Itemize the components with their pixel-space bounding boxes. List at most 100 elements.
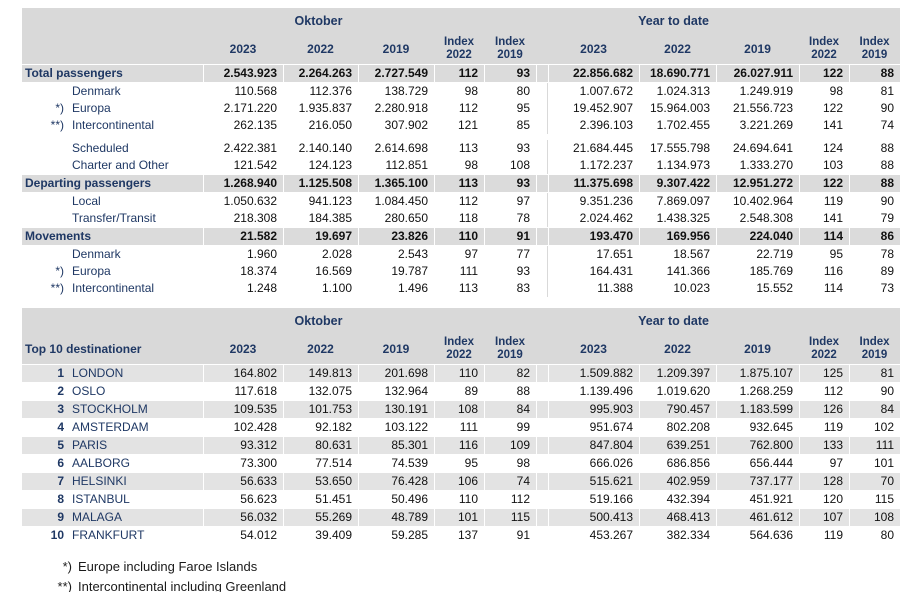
cell-okt-2023: 56.623 bbox=[240, 492, 277, 506]
cell-ytd-2023: 11.375.698 bbox=[548, 174, 640, 193]
cell-ytd-index-2019: 80 bbox=[880, 528, 895, 542]
row-label: Transfer/Transit bbox=[22, 210, 203, 227]
row-label-text: Scheduled bbox=[72, 141, 129, 155]
t2-ytd-index-2022-header: Index 2022 bbox=[799, 333, 850, 364]
table-row: Denmark 1.960 2.028 2.543 97 77 17.651 18.567 22… bbox=[22, 246, 900, 263]
cell-okt-2022: 55.269 bbox=[283, 508, 358, 527]
cell-okt-2023: 109.535 bbox=[203, 400, 283, 419]
cell-okt-2022: 77.514 bbox=[315, 456, 352, 470]
cell-okt-index-2022: 98 bbox=[464, 84, 479, 98]
cell-ytd-2023: 21.684.445 bbox=[572, 141, 634, 155]
t2-label-header-empty bbox=[22, 308, 203, 333]
cell-okt-index-2022: 111 bbox=[459, 264, 479, 278]
row-label-text: Denmark bbox=[72, 247, 121, 261]
t1-group-filler-right bbox=[799, 8, 901, 33]
cell-ytd-2022: 432.394 bbox=[666, 492, 711, 506]
destination-label: 3 STOCKHOLM bbox=[22, 400, 203, 419]
cell-okt-index-2022: 112 bbox=[458, 194, 479, 208]
row-label: **) Intercontinental bbox=[22, 117, 203, 134]
cell-okt-index-2019: 112 bbox=[510, 492, 531, 506]
footnote-mark: **) bbox=[50, 118, 64, 132]
cell-okt-2019: 280.650 bbox=[384, 211, 429, 225]
cell-okt-2019: 2.280.918 bbox=[374, 101, 429, 115]
cell-okt-index-2022: 101 bbox=[434, 508, 485, 527]
column-spacer bbox=[536, 157, 549, 174]
column-spacer bbox=[536, 174, 549, 193]
cell-okt-index-2022: 118 bbox=[458, 211, 479, 225]
row-label-text: Departing passengers bbox=[25, 176, 152, 190]
destination-label: 4 AMSTERDAM bbox=[22, 419, 203, 436]
destination-row: 6 AALBORG 73.300 77.514 74.539 95 98 666.026 686… bbox=[22, 455, 900, 472]
footnotes: *) Europe including Faroe Islands **) Inte… bbox=[22, 557, 909, 592]
cell-ytd-index-2019: 73 bbox=[880, 281, 895, 295]
cell-ytd-2022: 1.134.973 bbox=[656, 158, 711, 172]
cell-ytd-2019: 15.552 bbox=[756, 281, 794, 295]
cell-ytd-2022: 382.334 bbox=[666, 528, 711, 542]
cell-ytd-index-2022: 141 bbox=[823, 211, 844, 225]
cell-okt-2022: 16.569 bbox=[315, 264, 352, 278]
cell-ytd-index-2019: 81 bbox=[849, 364, 901, 383]
column-spacer bbox=[536, 83, 549, 100]
column-spacer bbox=[536, 472, 549, 491]
t1-ytd-year-2022-header: 2022 bbox=[639, 33, 717, 64]
cell-okt-index-2022: 106 bbox=[434, 472, 485, 491]
cell-okt-index-2019: 91 bbox=[484, 227, 537, 246]
cell-ytd-index-2022: 122 bbox=[799, 174, 850, 193]
t1-years-header-row: 2023 2022 2019 Index 2022 Index 2019 2023 … bbox=[22, 33, 901, 64]
cell-ytd-2023: 11.388 bbox=[597, 281, 634, 295]
cell-ytd-2022: 1.702.455 bbox=[656, 118, 711, 132]
column-spacer bbox=[536, 491, 548, 508]
cell-ytd-index-2022: 120 bbox=[823, 492, 844, 506]
cell-ytd-2022: 15.964.003 bbox=[649, 101, 711, 115]
cell-okt-index-2022: 97 bbox=[464, 247, 479, 261]
cell-okt-index-2019: 95 bbox=[516, 101, 531, 115]
cell-ytd-2023: 1.007.672 bbox=[579, 84, 634, 98]
cell-okt-2019: 201.698 bbox=[358, 364, 435, 383]
table-row: **) Intercontinental 1.248 1.100 1.496 113 83 1… bbox=[22, 280, 900, 297]
row-label-text: Total passengers bbox=[25, 66, 123, 80]
row-label: *) Europa bbox=[22, 263, 203, 280]
cell-ytd-index-2022: 124 bbox=[823, 141, 844, 155]
t2-okt-year-2019-header: 2019 bbox=[358, 333, 435, 364]
column-spacer bbox=[536, 436, 549, 455]
column-spacer bbox=[536, 117, 549, 134]
t1-okt-year-2022-header: 2022 bbox=[283, 33, 358, 64]
cell-okt-index-2022: 112 bbox=[434, 64, 485, 83]
cell-ytd-2019: 1.333.270 bbox=[739, 158, 794, 172]
t2-okt-index-2019-header: Index 2019 bbox=[484, 333, 537, 364]
cell-okt-index-2022: 116 bbox=[434, 436, 485, 455]
destination-rank: 3 bbox=[57, 402, 64, 416]
cell-okt-2019: 85.301 bbox=[358, 436, 435, 455]
row-label: Total passengers bbox=[22, 64, 203, 83]
t1-label-header bbox=[22, 33, 203, 64]
cell-ytd-2023: 193.470 bbox=[548, 227, 640, 246]
destination-row: 8 ISTANBUL 56.623 51.451 50.496 110 112 519.166… bbox=[22, 491, 900, 508]
destination-row: 2 OSLO 117.618 132.075 132.964 89 88 1.139.496 1… bbox=[22, 383, 900, 400]
t1-ytd-group-header: Year to date bbox=[548, 8, 800, 33]
cell-ytd-index-2019: 90 bbox=[880, 101, 895, 115]
cell-ytd-2019: 12.951.272 bbox=[716, 174, 800, 193]
table-row: Charter and Other 121.542 124.123 112.851 98… bbox=[22, 157, 900, 174]
cell-ytd-2023: 17.651 bbox=[596, 247, 634, 261]
cell-ytd-2019: 451.921 bbox=[749, 492, 794, 506]
cell-okt-2022: 112.376 bbox=[309, 84, 353, 98]
cell-ytd-2019: 24.694.641 bbox=[732, 141, 794, 155]
cell-okt-index-2019: 82 bbox=[484, 364, 537, 383]
t1-oktober-group-header: Oktober bbox=[203, 8, 435, 33]
table-row: Denmark 110.568 112.376 138.729 98 80 1.007.67… bbox=[22, 83, 900, 100]
row-label: Denmark bbox=[22, 246, 203, 263]
cell-ytd-2019: 762.800 bbox=[716, 436, 800, 455]
t1-ytd-index-2019-header: Index 2019 bbox=[849, 33, 901, 64]
column-spacer bbox=[536, 227, 549, 246]
cell-ytd-2019: 656.444 bbox=[749, 456, 794, 470]
t1-group-spacer bbox=[536, 8, 549, 33]
cell-ytd-2023: 1.139.496 bbox=[579, 384, 634, 398]
cell-okt-index-2022: 110 bbox=[434, 227, 485, 246]
cell-ytd-index-2019: 70 bbox=[849, 472, 901, 491]
cell-ytd-2022: 639.251 bbox=[639, 436, 717, 455]
cell-okt-index-2022: 113 bbox=[458, 281, 479, 295]
row-label: Movements bbox=[22, 227, 203, 246]
destination-city: HELSINKI bbox=[72, 474, 127, 488]
cell-okt-2022: 149.813 bbox=[283, 364, 358, 383]
destination-row: 9 MALAGA 56.032 55.269 48.789 101 115 500.413 46… bbox=[22, 508, 901, 527]
